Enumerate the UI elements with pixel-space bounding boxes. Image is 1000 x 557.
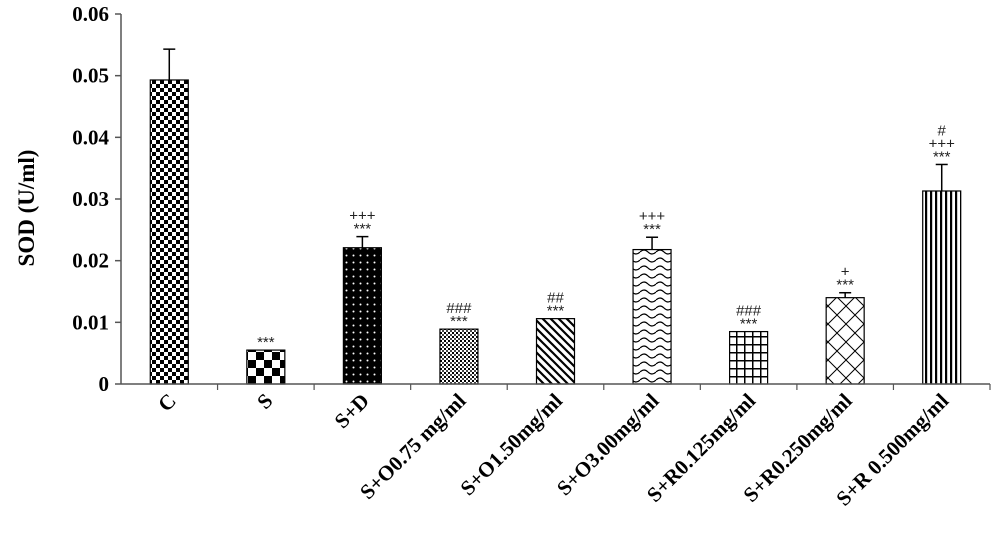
significance-label: *** [547, 303, 565, 320]
bar [922, 190, 962, 385]
significance-label: # [938, 122, 947, 139]
significance-label: +++ [349, 208, 376, 225]
significance-label: ### [446, 300, 472, 317]
error-bars-group [163, 48, 948, 298]
bar [149, 79, 189, 385]
significance-label: *** [257, 334, 275, 351]
y-axis-ticks: 0 0.01 0.02 0.03 0.04 0.05 0.06 [72, 2, 121, 396]
significance-label: *** [450, 313, 468, 330]
y-tick-label: 0.06 [72, 2, 109, 26]
x-tick-label: S+O1.50mg/ml [455, 388, 567, 500]
x-axis-labels: C S S+DS+O0.75 mg/mlS+O1.50mg/mlS+O3.00mg/… [153, 388, 953, 510]
y-tick-label: 0.05 [72, 64, 109, 88]
y-tick-label: 0.03 [72, 187, 109, 211]
bar [632, 248, 672, 385]
bar [535, 318, 576, 385]
significance-label: *** [354, 221, 372, 238]
significance-label: +++ [639, 208, 666, 225]
significance-label: *** [836, 277, 854, 294]
significance-label: *** [933, 148, 951, 165]
significance-label: + [841, 264, 850, 281]
bar [729, 330, 769, 385]
axes [120, 14, 991, 390]
significance-label: +++ [929, 135, 956, 152]
significance-labels-group: ******+++***### ***##***+++***###***+***+… [257, 122, 955, 351]
y-axis-title: SOD (U/ml) [14, 150, 39, 267]
significance-label: ### [736, 303, 762, 320]
significance-label: *** [740, 316, 758, 333]
bar [342, 247, 382, 385]
x-tick-label: S+D [330, 389, 374, 433]
bar [246, 349, 286, 385]
x-tick-label: C [153, 389, 181, 417]
y-tick-label: 0.01 [72, 310, 109, 334]
significance-label: *** [643, 221, 661, 238]
bar [439, 328, 479, 385]
y-tick-label: 0 [99, 372, 110, 396]
significance-label: ## [547, 290, 564, 307]
bar [825, 297, 865, 385]
y-tick-label: 0.04 [72, 125, 109, 149]
y-tick-label: 0.02 [72, 249, 109, 273]
x-tick-label: S [252, 389, 277, 414]
